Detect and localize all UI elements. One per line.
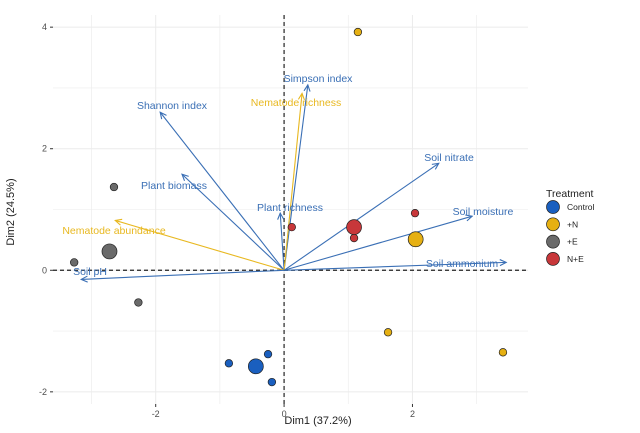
legend-label: +N (567, 219, 578, 229)
data-point (287, 222, 296, 232)
data-point (353, 27, 363, 37)
legend-title: Treatment (546, 188, 594, 200)
arrow-head-icon (465, 214, 474, 222)
legend-key-icon (546, 234, 560, 249)
arrow-line (279, 213, 285, 271)
data-point (410, 208, 420, 218)
x-tick-label: 2 (410, 409, 415, 419)
legend-key-icon (546, 200, 560, 214)
arrow-line (283, 162, 440, 271)
arrow-line (81, 269, 285, 280)
data-point (349, 233, 359, 243)
centroid-point (247, 358, 264, 375)
x-tick-label: -2 (152, 409, 160, 419)
arrow-label: Nematode abundance (62, 225, 165, 237)
arrow-head-icon (303, 83, 311, 92)
x-axis-label: Dim1 (37.2%) (284, 415, 351, 427)
variable-arrows (79, 83, 508, 283)
legend-label: Control (567, 202, 595, 212)
arrow-line (283, 215, 473, 271)
data-point (109, 182, 119, 192)
arrow-line (284, 261, 507, 271)
arrow-line (115, 219, 285, 271)
legend-key-icon (546, 252, 560, 266)
arrow-head-icon (297, 92, 305, 101)
arrow-head-icon (431, 162, 440, 170)
observation-points (70, 27, 508, 387)
data-point (134, 298, 143, 307)
y-tick-label: 4 (42, 22, 47, 32)
arrow-line (283, 84, 309, 271)
data-point (70, 258, 79, 267)
reference-lines (53, 15, 528, 404)
data-point (224, 359, 234, 368)
arrow-label: Nematode richness (251, 97, 341, 109)
arrow-labels: Shannon index Plant biomass Plant richness… (62, 73, 513, 278)
arrow-head-icon (181, 173, 189, 181)
legend: Treatment Control +N +E N+E (546, 188, 595, 266)
arrow-head-icon (79, 275, 88, 283)
x-tick-label: 0 (282, 409, 287, 419)
legend-key-icon (546, 217, 560, 232)
y-axis-label: Dim2 (24.5%) (5, 178, 17, 245)
legend-label: +E (567, 237, 578, 247)
arrow-label: Soil moisture (453, 206, 514, 218)
data-point (498, 348, 508, 357)
arrow-label: Soil ammonium (426, 258, 499, 270)
arrow-line (283, 93, 303, 271)
centroid-point (346, 219, 362, 235)
arrow-label: Plant richness (257, 202, 323, 214)
centroid-point (407, 231, 424, 248)
arrow-label: Shannon index (137, 100, 208, 112)
data-point (267, 377, 277, 387)
arrow-head-icon (159, 111, 167, 120)
arrow-label: Soil nitrate (424, 152, 474, 164)
y-tick-label: 0 (42, 265, 47, 275)
axis-ticks: -2 0 2 -2 0 2 4 (39, 22, 415, 419)
arrow-label: Soil pH (73, 266, 107, 278)
arrow-line (159, 111, 285, 271)
data-point (263, 350, 273, 359)
arrow-head-icon (499, 259, 508, 267)
arrow-head-icon (114, 218, 123, 226)
centroid-point (101, 243, 118, 260)
legend-label: N+E (567, 254, 584, 264)
arrow-label: Plant biomass (141, 180, 207, 192)
y-tick-label: 2 (42, 144, 47, 154)
arrow-label: Simpson index (284, 73, 354, 85)
y-tick-label: -2 (39, 387, 47, 397)
data-point (383, 328, 393, 337)
arrow-line (181, 173, 285, 271)
arrow-head-icon (277, 211, 285, 220)
